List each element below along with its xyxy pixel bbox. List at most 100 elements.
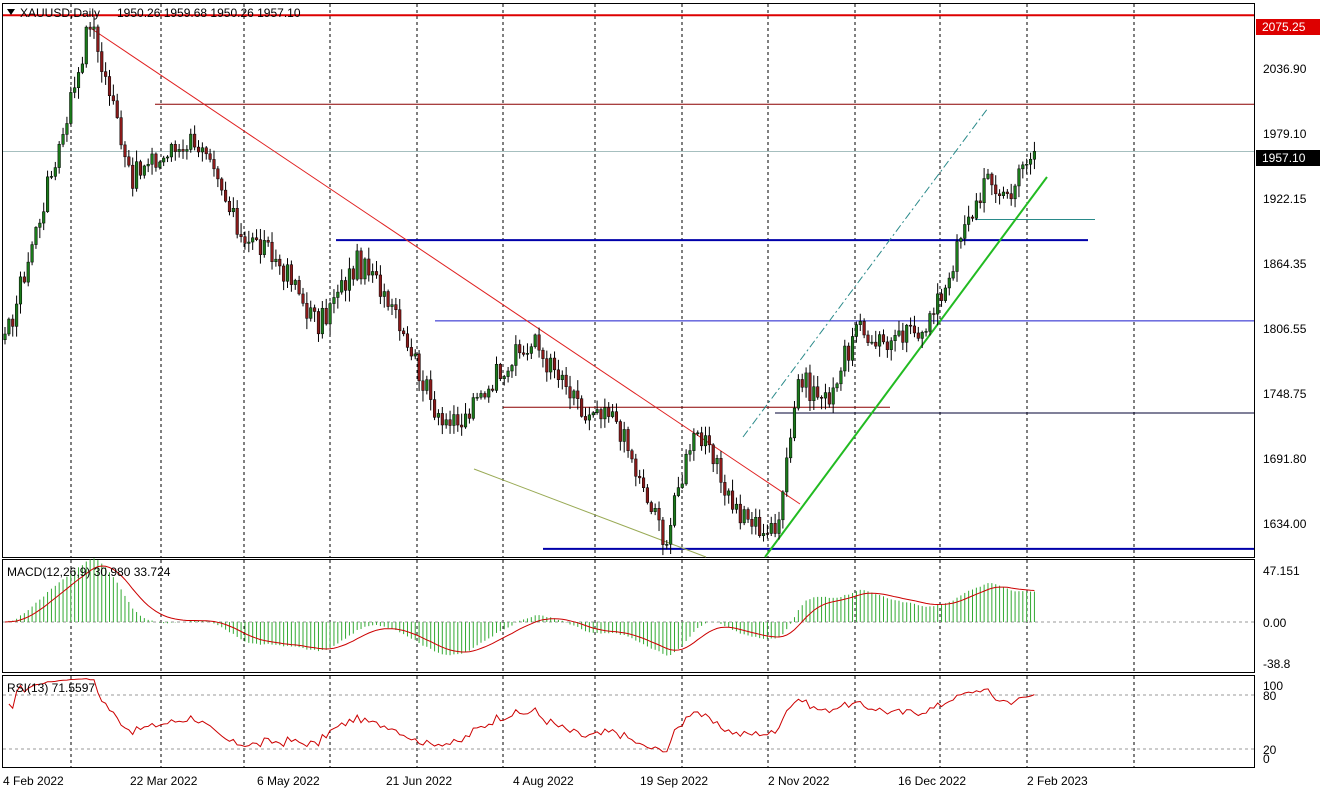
price-tick: 2036.90 [1263,62,1307,76]
candle-body [1025,163,1029,166]
candle-body [665,544,669,546]
candle-body [792,407,797,439]
candle-body [107,76,112,96]
candle-body [603,407,607,420]
ohlc-label: 1950.26 1959.68 1950.26 1957.10 [117,6,301,20]
candle-body [595,409,599,413]
candle-body [672,495,677,526]
candle-body [994,184,998,195]
date-label: 16 Dec 2022 [898,774,966,788]
candle-body [351,268,355,280]
candle-body [854,324,858,337]
candle-body [193,133,197,148]
rsi-line [8,678,1035,753]
rsi-label: RSI(13) 71.5597 [7,681,95,695]
candle-body [661,519,665,545]
candle-body [556,369,560,380]
candle-body [1029,158,1033,165]
candle-body [390,304,394,307]
candle-body [382,291,386,297]
candle-body [255,237,259,240]
candle-body [494,364,499,391]
candle-body [224,189,228,202]
rsi-panel[interactable] [2,675,1255,768]
date-label: 4 Feb 2022 [3,774,64,788]
candle-body [208,153,212,160]
candle-body [247,241,251,244]
candle-body [688,450,692,455]
date-label: 2 Feb 2023 [1027,774,1088,788]
candle-body [831,387,835,405]
downtrend-line [91,28,801,505]
candle-body [235,208,239,235]
candle-body [951,271,955,279]
candle-body [750,519,754,527]
candle-body [850,336,855,361]
candle-body [514,344,518,366]
candle-body [649,502,653,512]
candle-body [46,176,50,212]
candle-body [591,412,595,416]
price-panel[interactable] [2,3,1255,558]
candle-body [785,457,789,493]
candle-body [932,313,936,315]
candle-body [328,303,332,325]
candle-body [998,193,1002,196]
candle-body [76,72,81,89]
candle-body [510,365,514,372]
candle-body [448,419,452,426]
candle-body [61,134,65,145]
candle-body [165,156,170,159]
candle-body [359,250,363,280]
candle-body [552,357,557,371]
candle-body [212,159,216,170]
candle-body [7,318,11,335]
candle-body [347,268,351,291]
rsi-tick: 20 [1263,743,1277,757]
candle-body [943,287,947,301]
candle-body [38,222,42,228]
candle-body [15,303,19,327]
candle-body [878,334,882,347]
candle-body [789,437,793,459]
candle-body [703,435,708,447]
trend-lines [91,28,1048,558]
candle-body [754,517,758,527]
candle-body [11,318,15,327]
candle-body [53,167,57,177]
candle-body [440,413,444,426]
price-tick: 1691.80 [1263,452,1307,466]
candle-body [870,341,874,344]
date-label: 21 Jun 2022 [386,774,452,788]
candle-body [119,117,123,146]
candle-body [626,429,630,451]
candle-body [243,236,247,244]
candle-body [115,100,119,118]
candle-body [734,503,738,510]
candle-body [1013,185,1017,200]
macd-panel[interactable] [2,559,1255,673]
candle-body [909,324,913,327]
rsi-tick: 0 [1263,752,1270,766]
candle-body [336,291,340,298]
candle-body [827,392,831,405]
candle-body [642,477,646,488]
candle-body [970,216,975,219]
candle-body [30,244,34,263]
channel-line [742,107,989,438]
candle-body [564,374,568,387]
candle-body [889,340,893,350]
symbol-dropdown-icon[interactable] [7,9,15,15]
candle-body [289,264,293,285]
candle-body [313,307,317,312]
candle-body [398,309,402,332]
candle-body [154,153,158,168]
candle-body [367,258,371,276]
candle-body [417,353,421,382]
date-label: 19 Sep 2022 [640,774,708,788]
candle-body [982,178,986,204]
candle-body [533,334,537,347]
candle-body [796,379,800,409]
candle-body [305,303,309,319]
